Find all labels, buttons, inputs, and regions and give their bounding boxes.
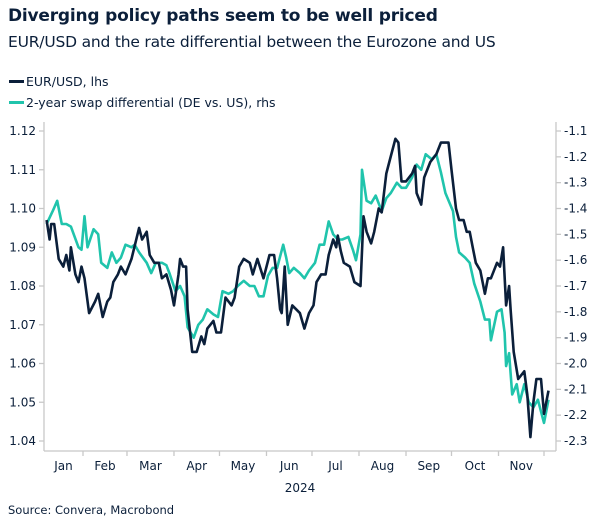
right-y-tick-label: -2.0 [564,357,587,371]
eurusd-line [45,137,550,439]
right-y-tick-label: -1.7 [564,279,587,293]
left-y-tick-label: 1.06 [9,357,36,371]
left-y-tick-label: 1.07 [9,318,36,332]
left-y-tick-label: 1.04 [9,434,36,448]
x-tick-label: Oct [465,459,486,473]
legend-swatch-swap-differential [9,101,24,104]
chart-title: Diverging policy paths seem to be well p… [8,6,438,26]
x-tick-label: Jun [279,459,299,473]
right-y-tick-label: -1.5 [564,227,587,241]
x-tick-label: Jan [53,459,73,473]
source-note: Source: Convera, Macrobond [8,503,175,517]
legend-swatch-eurusd [9,80,24,83]
legend-label-swap-differential: 2-year swap differential (DE vs. US), rh… [26,95,276,110]
legend-item-eurusd: EUR/USD, lhs [9,71,276,92]
left-y-tick-label: 1.12 [9,124,36,138]
x-tick-label: Feb [94,459,115,473]
x-tick-label: Sep [417,459,440,473]
legend-label-eurusd: EUR/USD, lhs [26,74,109,89]
right-y-tick-label: -1.8 [564,305,587,319]
right-y-tick-label: -1.2 [564,150,587,164]
left-y-tick-label: 1.10 [9,202,36,216]
right-y-tick-label: -2.2 [564,408,587,422]
x-tick-label: Nov [510,459,533,473]
right-y-tick-label: -2.1 [564,382,587,396]
x-tick-label: Mar [139,459,162,473]
swap-differential-line [45,152,550,425]
right-y-tick-label: -1.3 [564,176,587,190]
legend-item-swap-differential: 2-year swap differential (DE vs. US), rh… [9,92,276,113]
left-y-tick-label: 1.09 [9,240,36,254]
x-tick-label: Aug [371,459,394,473]
right-y-tick-label: -2.3 [564,434,587,448]
right-y-tick-label: -1.6 [564,253,587,267]
left-y-tick-label: 1.08 [9,279,36,293]
right-y-tick-label: -1.4 [564,202,587,216]
legend: EUR/USD, lhs 2-year swap differential (D… [9,71,276,113]
right-y-tick-label: -1.1 [564,124,587,138]
x-axis-label: 2024 [285,481,316,495]
x-tick-label: Jul [327,459,342,473]
x-tick-label: May [231,459,256,473]
x-tick-label: Apr [186,459,207,473]
chart-subtitle: EUR/USD and the rate differential betwee… [8,33,496,51]
left-y-tick-label: 1.05 [9,395,36,409]
right-y-tick-label: -1.9 [564,331,587,345]
left-y-tick-label: 1.11 [9,163,36,177]
